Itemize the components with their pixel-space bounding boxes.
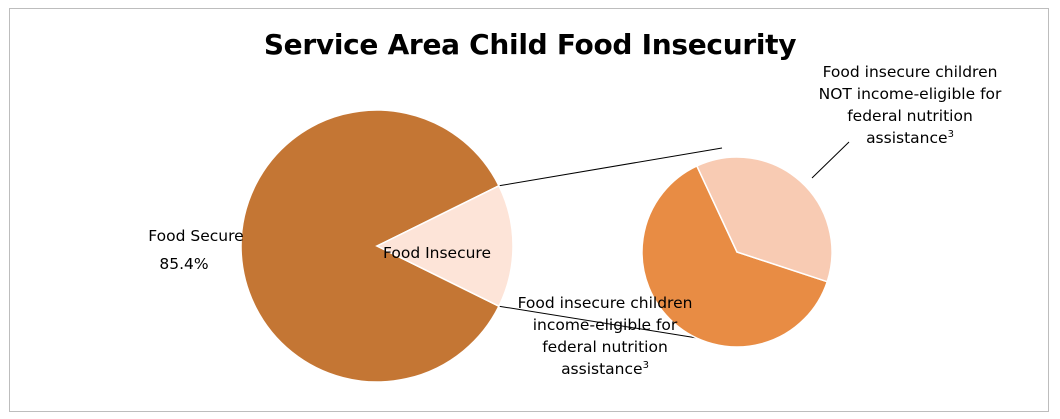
leader-line-not-eligible <box>811 141 850 179</box>
slice-not-income-eligible <box>695 156 833 283</box>
connector-line-bottom <box>498 305 723 343</box>
slice-income-eligible <box>641 164 829 348</box>
label-income-eligible-line: assistance3 <box>561 360 649 378</box>
slice-food-insecure <box>375 184 514 308</box>
slice-food-secure <box>240 109 500 383</box>
label-not-income-eligible-line: assistance3 <box>866 129 954 147</box>
label-not-income-eligible-line: Food insecure children <box>823 63 998 81</box>
connector-line-top <box>498 147 723 187</box>
main-pie <box>240 109 514 383</box>
chart-frame <box>9 8 1049 412</box>
connector-lines <box>498 147 723 343</box>
label-income-eligible-line: federal nutrition <box>542 338 668 356</box>
slice-labels: Food Secure 85.4% Food Insecure Food insecu… <box>148 63 1002 378</box>
label-food-insecure: Food Insecure <box>383 244 491 262</box>
label-income-eligible-superscript: 3 <box>643 360 649 371</box>
label-not-income-eligible-superscript: 3 <box>948 129 954 140</box>
label-income-eligible-line: income-eligible for <box>533 316 678 334</box>
leader-lines <box>811 141 850 179</box>
label-food-secure: Food Secure <box>148 227 243 245</box>
label-food-secure-value: 85.4% <box>159 255 208 273</box>
chart-title: Service Area Child Food Insecurity <box>263 28 797 61</box>
label-income-eligible-line: Food insecure children <box>518 294 693 312</box>
label-not-income-eligible-line: federal nutrition <box>847 107 973 125</box>
label-not-income-eligible-line: NOT income-eligible for <box>819 85 1002 103</box>
breakout-pie <box>641 156 833 348</box>
